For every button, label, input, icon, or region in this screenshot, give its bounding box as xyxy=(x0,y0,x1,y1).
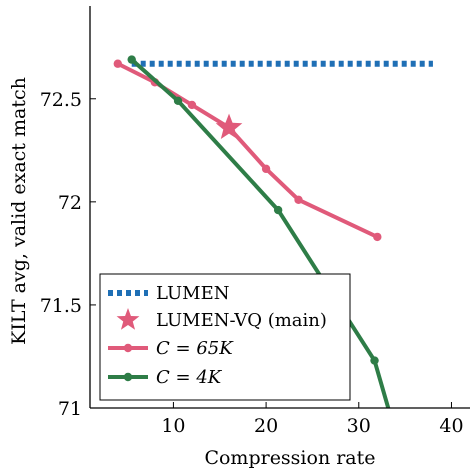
plot-area xyxy=(113,55,433,422)
legend-label-lumen-vq: LUMEN-VQ (main) xyxy=(156,310,327,331)
data-point-c-65k-2 xyxy=(187,100,197,110)
x-axis-label: Compression rate xyxy=(204,447,375,469)
legend-label-c-4k: C = 4K xyxy=(156,367,223,388)
y-tick-label: 71 xyxy=(58,398,82,420)
data-point-c-4k-2 xyxy=(273,205,283,215)
data-point-c-65k-0 xyxy=(113,59,123,68)
x-tick-label: 20 xyxy=(254,415,278,437)
data-point-c-4k-1 xyxy=(173,96,183,106)
legend-swatch-lumen-vq xyxy=(116,308,140,330)
y-tick-label: 71.5 xyxy=(40,295,82,317)
data-point-c-4k-3 xyxy=(370,356,379,365)
data-point-c-65k-4 xyxy=(261,164,271,174)
series-line-c-65k xyxy=(116,61,379,239)
axes: 10 20 30 40 71 71.5 72 72.5 Compression rate KILT… xyxy=(8,6,470,469)
data-point-c-4k-4 xyxy=(387,414,395,422)
y-tick-label: 72.5 xyxy=(40,89,82,111)
highlight-star-marker xyxy=(215,113,243,139)
y-tick-label: 72 xyxy=(58,192,82,214)
x-tick-label: 30 xyxy=(347,415,371,437)
legend-label-lumen: LUMEN xyxy=(156,283,229,304)
legend-label-c-65k: C = 65K xyxy=(156,338,234,359)
data-point-c-65k-6 xyxy=(373,232,382,242)
data-point-c-65k-5 xyxy=(294,195,303,204)
x-tick-label: 40 xyxy=(439,415,463,437)
legend: LUMEN LUMEN-VQ (main) C = 65K C = 4K xyxy=(99,273,351,401)
data-point-c-4k-0 xyxy=(127,55,136,64)
legend-swatch-marker-c-65k xyxy=(123,343,133,353)
legend-swatch-marker-c-4k xyxy=(123,372,133,382)
y-axis-label: KILT avg, valid exact match xyxy=(8,77,30,345)
x-tick-label: 10 xyxy=(161,415,185,437)
